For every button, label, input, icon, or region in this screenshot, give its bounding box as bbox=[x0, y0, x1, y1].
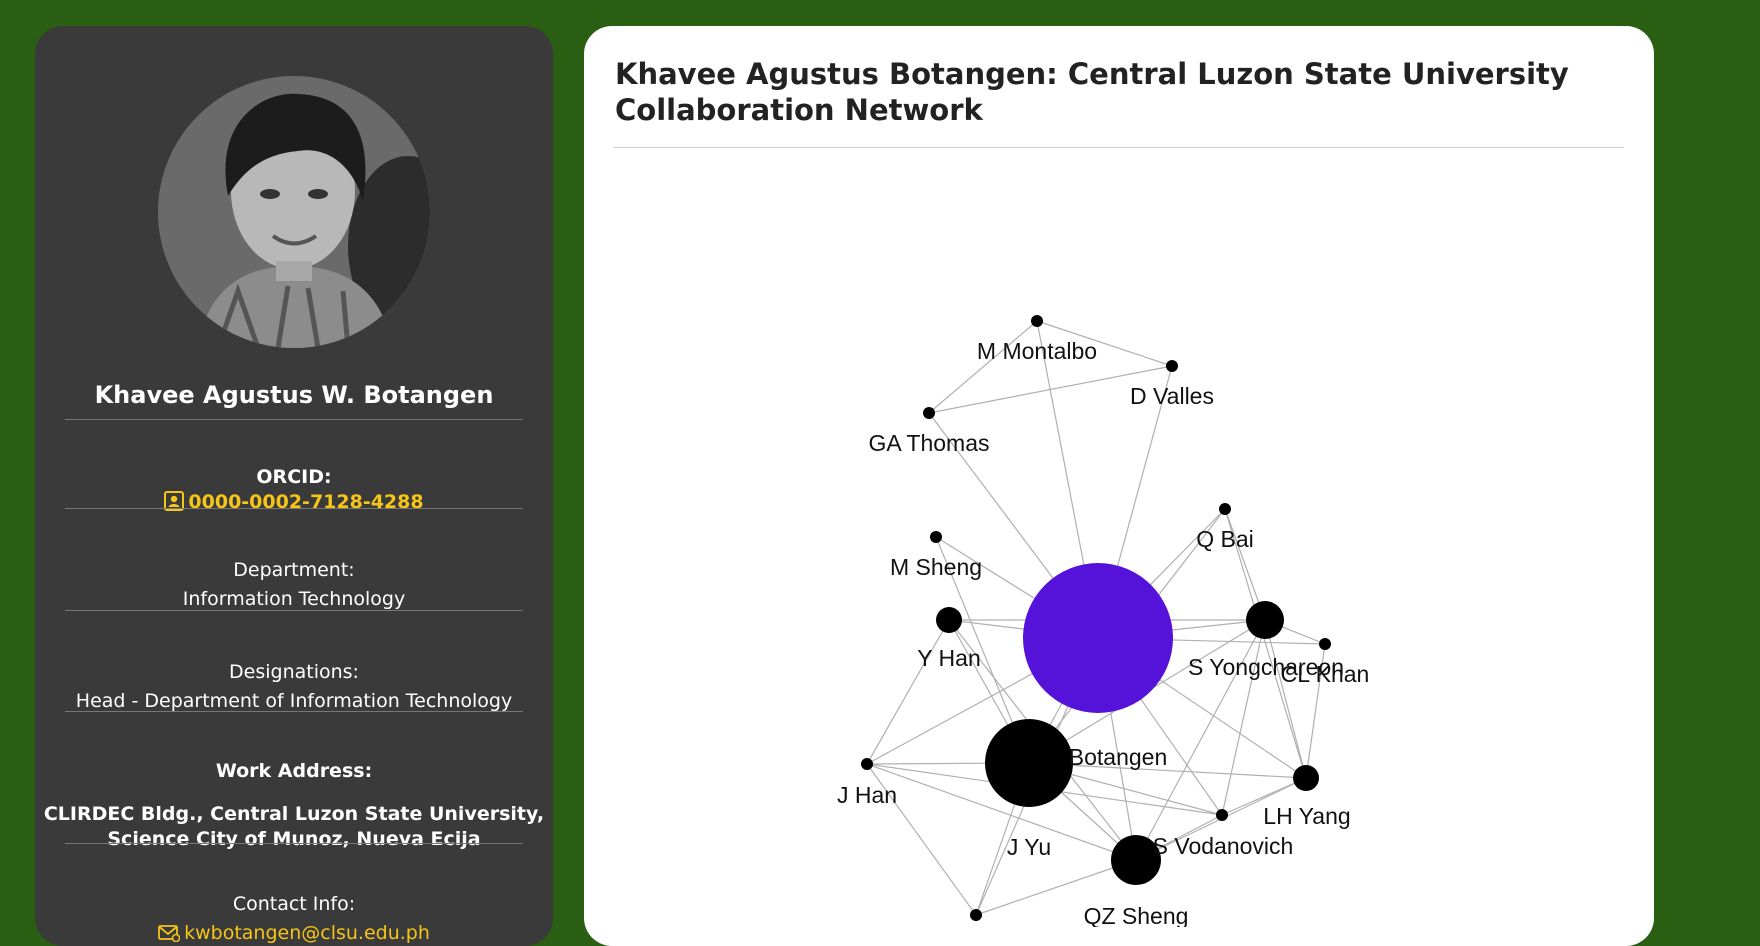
network-node-botangen[interactable] bbox=[985, 719, 1073, 807]
network-node-montalbo[interactable] bbox=[1031, 315, 1043, 327]
page-title: Khavee Agustus Botangen: Central Luzon S… bbox=[615, 57, 1569, 127]
network-edge bbox=[1036, 320, 1173, 367]
network-label-vodanovich: S Vodanovich bbox=[1153, 833, 1294, 859]
work-address-line2: Science City of Munoz, Nueva Ecija bbox=[107, 828, 481, 850]
divider bbox=[65, 419, 523, 420]
network-edge bbox=[975, 859, 1137, 916]
network-edge bbox=[1221, 619, 1266, 816]
network-label-lhyang: LH Yang bbox=[1263, 803, 1350, 829]
collaboration-network: Botangen S Vodanovich S Yongchareon Y Han LH… bbox=[837, 315, 1370, 927]
network-node-clkhan[interactable] bbox=[1319, 638, 1331, 650]
designations-label: Designations: bbox=[229, 661, 359, 683]
network-label-qzsheng: QZ Sheng bbox=[1084, 903, 1189, 927]
network-node-qzsheng[interactable] bbox=[970, 909, 982, 921]
network-label-valles: D Valles bbox=[1130, 383, 1214, 409]
network-edge bbox=[1028, 762, 1307, 779]
divider bbox=[65, 843, 523, 844]
network-node-center[interactable] bbox=[1023, 563, 1173, 713]
network-label-montalbo: M Montalbo bbox=[977, 338, 1097, 364]
network-edge bbox=[1264, 619, 1307, 779]
network-edge bbox=[866, 763, 977, 916]
divider bbox=[65, 711, 523, 712]
work-address-label: Work Address: bbox=[215, 760, 373, 782]
divider bbox=[614, 147, 1624, 148]
network-label-msheng: M Sheng bbox=[890, 554, 982, 580]
network-edge bbox=[928, 320, 1038, 414]
orcid-link[interactable]: 0000-0002-7128-4288 bbox=[164, 491, 424, 513]
network-node-qbai[interactable] bbox=[1219, 503, 1231, 515]
network-label-yhan: Y Han bbox=[917, 645, 981, 671]
network-label-thomas: GA Thomas bbox=[868, 430, 989, 456]
network-node-vodanovich[interactable] bbox=[1111, 835, 1161, 885]
network-node-lhyang[interactable] bbox=[1293, 765, 1319, 791]
designations-section: Designations: Head - Department of Infor… bbox=[35, 660, 553, 714]
network-edge bbox=[1305, 643, 1326, 779]
network-edge bbox=[1135, 619, 1266, 861]
network-node-jhan[interactable] bbox=[861, 758, 873, 770]
network-label-jhan: J Han bbox=[837, 782, 897, 808]
divider bbox=[65, 610, 523, 611]
id-badge-icon bbox=[164, 491, 185, 511]
network-label-qbai: Q Bai bbox=[1196, 526, 1254, 552]
department-value: Information Technology bbox=[182, 588, 406, 610]
network-card: Khavee Agustus Botangen: Central Luzon S… bbox=[584, 26, 1654, 946]
contact-label: Contact Info: bbox=[232, 893, 356, 915]
orcid-section: ORCID: 0000-0002-7128-4288 bbox=[35, 465, 553, 515]
network-node-thomas[interactable] bbox=[923, 407, 935, 419]
network-edge bbox=[1221, 777, 1307, 816]
network-node-yhan[interactable] bbox=[936, 607, 962, 633]
work-address-section: Work Address: CLIRDEC Bldg., Central Luz… bbox=[35, 759, 553, 852]
network-node-valles[interactable] bbox=[1166, 360, 1178, 372]
network-label-jyu: J Yu bbox=[1007, 834, 1051, 860]
network-edge bbox=[1224, 508, 1266, 621]
designations-value: Head - Department of Information Technol… bbox=[75, 690, 513, 712]
network-edge bbox=[866, 763, 1137, 861]
profile-sidebar: Khavee Agustus W. Botangen ORCID: 0000-0… bbox=[35, 26, 553, 946]
network-node-jyu[interactable] bbox=[1216, 809, 1228, 821]
work-address-line1: CLIRDEC Bldg., Central Luzon State Unive… bbox=[43, 803, 545, 825]
department-label: Department: bbox=[233, 559, 355, 581]
department-section: Department: Information Technology bbox=[35, 558, 553, 612]
network-label-yongchareon: S Yongchareon bbox=[1188, 654, 1344, 680]
network-edge bbox=[866, 619, 950, 765]
network-label-clkhan: CL Khan bbox=[1281, 661, 1370, 687]
network-label-botangen: Botangen bbox=[1069, 744, 1167, 770]
orcid-label: ORCID: bbox=[256, 466, 332, 488]
network-node-msheng[interactable] bbox=[930, 531, 942, 543]
network-edge bbox=[1224, 508, 1307, 779]
orcid-value: 0000-0002-7128-4288 bbox=[188, 491, 424, 513]
divider bbox=[65, 508, 523, 509]
network-node-yongchareon[interactable] bbox=[1246, 601, 1284, 639]
profile-name: Khavee Agustus W. Botangen bbox=[94, 381, 494, 409]
